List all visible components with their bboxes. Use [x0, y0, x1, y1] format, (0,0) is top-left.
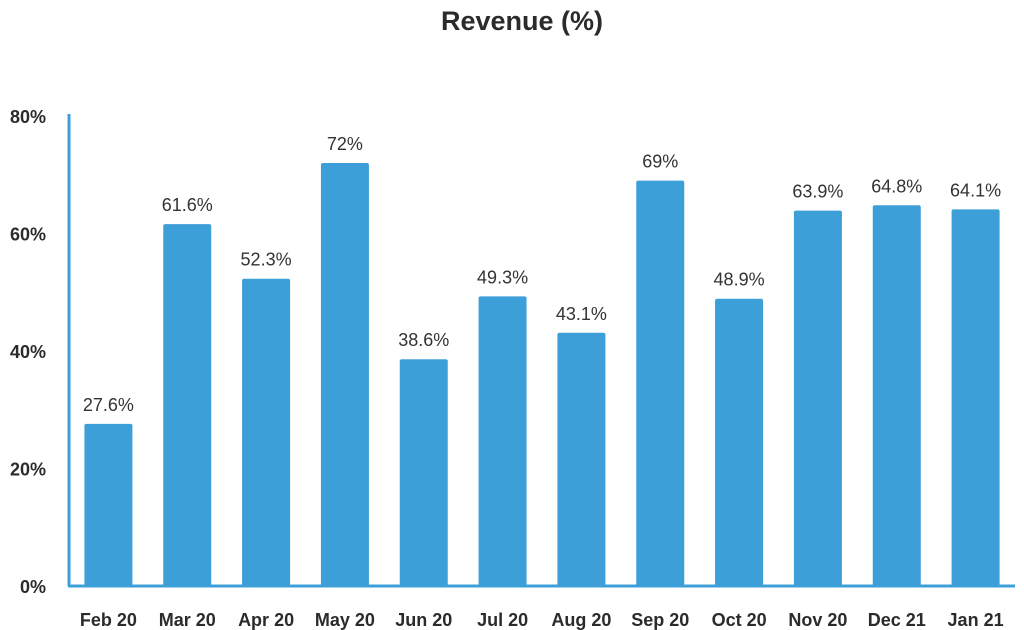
- x-tick-label: Jun 20: [395, 610, 452, 630]
- x-tick-label: Nov 20: [788, 610, 847, 630]
- data-label: 63.9%: [792, 182, 843, 202]
- bar: [399, 359, 448, 586]
- bar: [793, 210, 842, 586]
- y-tick-label: 0%: [20, 577, 46, 597]
- bar: [557, 332, 606, 586]
- bars: [84, 163, 1000, 587]
- x-tick-label: Mar 20: [159, 610, 216, 630]
- data-label: 64.8%: [871, 176, 922, 196]
- x-tick-label: Sep 20: [631, 610, 689, 630]
- y-tick-label: 60%: [10, 225, 46, 245]
- bar: [478, 296, 527, 586]
- y-axis-ticks: 0% 20% 40% 60% 80%: [10, 107, 46, 597]
- x-axis-ticks: Feb 20 Mar 20 Apr 20 May 20 Jun 20 Jul 20 Aug …: [80, 610, 1004, 630]
- data-labels: 27.6% 61.6% 52.3% 72% 38.6% 49.3% 43.1% 69% 48.9…: [83, 134, 1001, 415]
- x-tick-label: Apr 20: [238, 610, 294, 630]
- x-tick-label: Dec 21: [868, 610, 926, 630]
- data-label: 38.6%: [398, 330, 449, 350]
- x-tick-label: Oct 20: [712, 610, 767, 630]
- y-tick-label: 40%: [10, 342, 46, 362]
- bar: [715, 298, 764, 586]
- data-label: 72%: [327, 134, 363, 154]
- bar: [242, 278, 291, 586]
- x-tick-label: May 20: [315, 610, 375, 630]
- y-tick-label: 20%: [10, 460, 46, 480]
- data-label: 49.3%: [477, 267, 528, 287]
- data-label: 64.1%: [950, 180, 1001, 200]
- bar: [951, 209, 1000, 586]
- data-label: 48.9%: [714, 270, 765, 290]
- bar: [872, 205, 921, 587]
- data-label: 52.3%: [241, 250, 292, 270]
- x-tick-label: Jan 21: [948, 610, 1004, 630]
- data-label: 69%: [642, 152, 678, 172]
- data-label: 27.6%: [83, 395, 134, 415]
- x-tick-label: Jul 20: [477, 610, 528, 630]
- x-tick-label: Aug 20: [551, 610, 611, 630]
- y-tick-label: 80%: [10, 107, 46, 127]
- bar: [84, 423, 133, 586]
- data-label: 43.1%: [556, 304, 607, 324]
- bar: [320, 163, 369, 586]
- data-label: 61.6%: [162, 195, 213, 215]
- bar: [163, 224, 212, 586]
- bar: [636, 180, 685, 586]
- x-tick-label: Feb 20: [80, 610, 137, 630]
- chart-title: Revenue (%): [441, 6, 603, 36]
